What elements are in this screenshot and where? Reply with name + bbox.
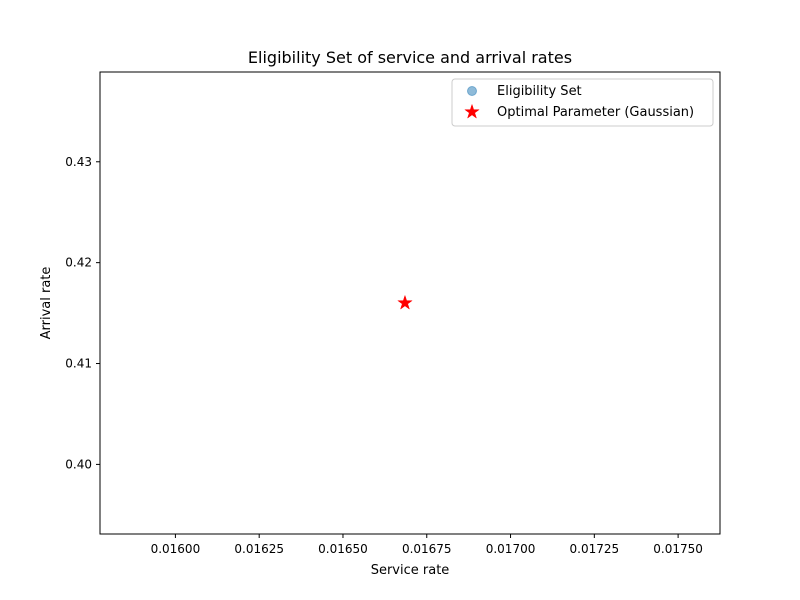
legend-box	[451, 78, 714, 127]
legend-label-optimal-parameter: Optimal Parameter (Gaussian)	[497, 105, 694, 120]
plot-frame	[99, 71, 721, 535]
y-tick-label: 0.42	[65, 256, 92, 270]
x-axis-label: Service rate	[371, 563, 450, 578]
plot-area	[100, 72, 720, 534]
x-tick-label: 0.01725	[570, 542, 620, 556]
y-axis-ticks: 0.40 0.41 0.42 0.43	[65, 155, 100, 471]
y-tick-label: 0.41	[65, 357, 92, 371]
x-axis-ticks: 0.01600 0.01625 0.01650 0.01675 0.01700 0.017…	[151, 534, 703, 556]
optimal-parameter-point	[397, 294, 413, 310]
x-tick-label: 0.01700	[486, 542, 536, 556]
y-tick-label: 0.43	[65, 155, 92, 169]
data-points	[397, 294, 413, 310]
legend: Eligibility Set Optimal Parameter (Gauss…	[451, 78, 714, 127]
x-tick-label: 0.01750	[653, 542, 703, 556]
x-tick-label: 0.01650	[318, 542, 368, 556]
legend-marker-eligibility-set	[467, 86, 477, 96]
y-axis-label: Arrival rate	[39, 267, 54, 340]
x-tick-label: 0.01600	[151, 542, 201, 556]
chart-title: Eligibility Set of service and arrival r…	[248, 48, 572, 67]
legend-label-eligibility-set: Eligibility Set	[497, 84, 582, 99]
x-tick-label: 0.01625	[234, 542, 284, 556]
legend-marker-optimal-parameter	[464, 103, 480, 119]
x-tick-label: 0.01675	[402, 542, 452, 556]
y-tick-label: 0.40	[65, 457, 92, 471]
